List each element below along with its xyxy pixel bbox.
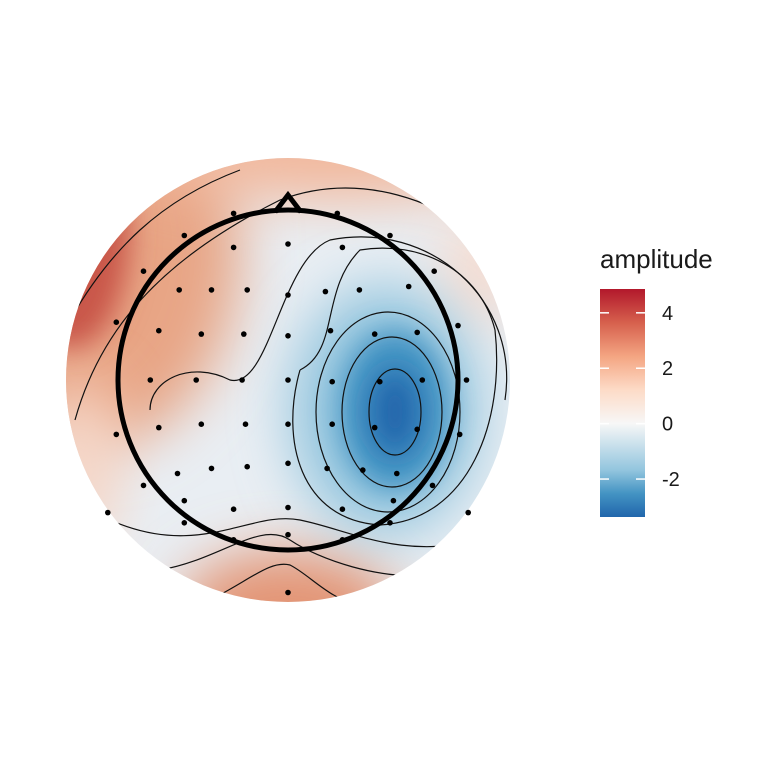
electrode [324,465,330,472]
electrode [285,377,291,383]
electrode [113,431,120,438]
electrode [198,331,205,337]
electrode [285,421,291,428]
electrodes [105,210,472,596]
electrode [242,421,249,428]
electrode [339,244,346,251]
electrode [414,329,421,336]
electrode [371,424,378,431]
electrode [244,463,250,470]
electrode [230,506,237,512]
electrode [198,421,205,428]
electrode [339,506,346,512]
electrode [329,378,336,385]
electrode [414,426,421,433]
head-outline [115,190,461,553]
electrode [230,244,237,251]
electrode [174,470,181,477]
electrode [244,287,250,293]
electrode [140,482,147,489]
electrode [360,467,366,473]
electrode [285,504,291,511]
electrode [181,497,188,504]
electrode [181,232,188,239]
electrode [371,331,378,337]
electrode [322,288,329,295]
electrode [405,283,412,290]
electrode [156,424,162,431]
electrode [140,268,147,275]
electrode [230,537,237,543]
electrode [329,421,336,428]
electrode [241,331,247,337]
electrode [387,520,393,526]
electrode [181,520,188,526]
electrode [285,531,291,538]
electrode [465,509,472,516]
electrode [431,268,438,275]
electrode [285,292,291,298]
electrode [156,327,162,334]
colorbar-tick-label: 2 [662,358,673,380]
colorbar-tick-label: 0 [662,414,673,436]
electrode [285,460,291,467]
colorbar-tick-label: 4 [662,303,673,325]
electrode [429,482,436,489]
electrode [113,319,120,326]
electrode [176,287,182,293]
electrode [285,589,291,596]
electrode [208,465,215,472]
colorbar-tick-label: -2 [662,469,680,491]
electrode [193,377,199,383]
amplitude-field [66,158,510,602]
legend-ticks: -2 0 2 4 [600,303,680,491]
electrode [387,232,393,239]
electrode [339,537,346,543]
electrode [208,287,215,293]
electrode [230,210,237,217]
electrode [377,378,383,385]
electrode [455,322,461,329]
electrode [456,431,463,438]
electrode [239,377,245,383]
legend-title: amplitude [600,244,713,274]
colorbar [600,289,645,517]
electrode [419,377,426,383]
electrode [285,333,291,339]
electrode [147,377,154,383]
electrode [285,241,291,247]
electrode [390,497,397,504]
electrode [105,509,111,516]
electrode [327,327,334,334]
electrode [356,287,363,293]
electrode [394,470,400,477]
electrode [334,210,341,217]
electrode [463,377,470,383]
